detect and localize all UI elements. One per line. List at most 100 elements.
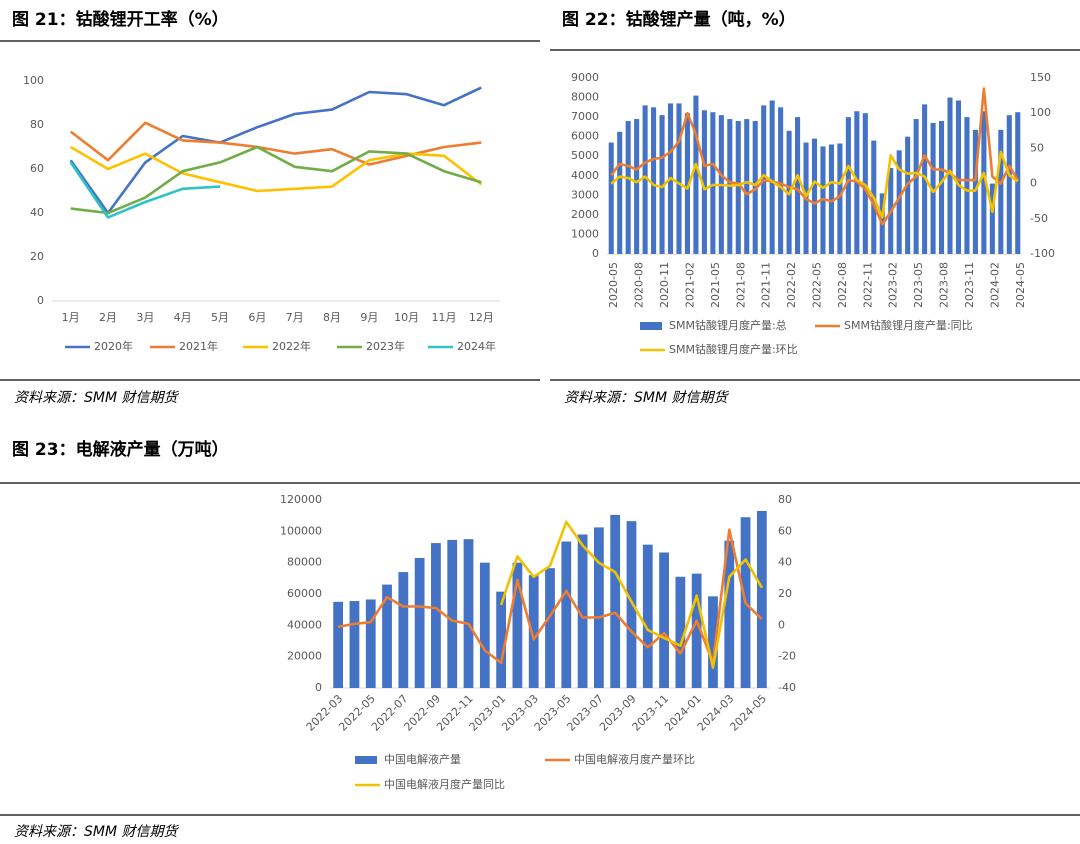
bar [659, 115, 665, 255]
bar [828, 144, 834, 254]
bar [845, 117, 851, 254]
bar [617, 131, 623, 254]
y-tick-label: 100000 [280, 524, 322, 537]
source: 资料来源：SMM 财信期货 [14, 824, 179, 840]
x-tick-label: 2022-11 [861, 262, 874, 308]
y2-tick-label: 0 [1030, 177, 1037, 190]
legend-label: 2020年 [94, 339, 133, 353]
bar [756, 510, 767, 688]
x-tick-label: 2024-05 [727, 692, 769, 734]
x-tick-label: 2023-11 [963, 262, 976, 308]
bar [913, 119, 919, 254]
y-tick-label: 60 [30, 162, 44, 175]
y-tick-label: 3000 [571, 188, 599, 201]
x-tick-label: 2021-05 [709, 262, 722, 308]
bar [1006, 115, 1012, 255]
bar [744, 119, 750, 254]
x-tick-label: 1月 [62, 311, 80, 324]
bar [398, 572, 409, 688]
y-tick-label: 60000 [287, 587, 322, 600]
bar [528, 575, 539, 688]
x-tick-label: 3月 [136, 311, 154, 324]
bar [610, 514, 621, 688]
x-tick-label: 7月 [286, 311, 304, 324]
x-tick-label: 12月 [469, 311, 494, 324]
bar [479, 562, 490, 688]
bar [811, 138, 818, 254]
bar [545, 568, 555, 688]
line [610, 150, 1019, 219]
x-tick-label: 11月 [432, 311, 457, 324]
y-tick-label: 8000 [571, 91, 599, 104]
bar [642, 105, 648, 254]
bar [642, 544, 653, 688]
bar [365, 599, 376, 688]
bar [693, 95, 699, 254]
y-tick-label: 20000 [287, 650, 322, 663]
bar [349, 601, 360, 688]
bar [939, 121, 945, 255]
bar [382, 584, 392, 688]
y-tick-label: 1000 [571, 227, 599, 240]
y2-tick-label: 100 [1030, 106, 1051, 119]
source: 资料来源：SMM 财信期货 [14, 390, 179, 406]
bar [561, 541, 572, 688]
y2-tick-label: 150 [1030, 71, 1051, 84]
x-tick-label: 2024-02 [988, 262, 1001, 308]
y-tick-label: 80 [30, 118, 44, 131]
x-tick-label: 2020-11 [658, 262, 671, 308]
y2-tick-label: -100 [1030, 247, 1055, 260]
bar [651, 107, 657, 254]
y2-tick-label: -50 [1030, 212, 1048, 225]
bar [795, 117, 801, 254]
y-tick-label: 7000 [571, 110, 599, 123]
bar [626, 521, 637, 688]
legend-swatch [355, 756, 377, 764]
bar [496, 591, 506, 688]
y-tick-label: 0 [315, 681, 322, 694]
legend-label: 2024年 [457, 339, 496, 353]
x-tick-label: 2月 [99, 311, 117, 324]
y2-tick-label: 40 [778, 556, 792, 569]
bar [447, 539, 458, 688]
y2-tick-label: 60 [778, 524, 792, 537]
x-tick-label: 2020-08 [633, 262, 646, 308]
bar [998, 129, 1004, 254]
y-tick-label: 40000 [287, 618, 322, 631]
bar [625, 121, 631, 255]
legend-label: 2022年 [272, 339, 311, 353]
x-tick-label: 2020-05 [607, 262, 620, 308]
chart-title: 图 21：钴酸锂开工率（%） [12, 9, 229, 30]
line [70, 145, 482, 215]
x-tick-label: 2021-11 [760, 262, 773, 308]
bar [659, 552, 669, 688]
legend-label: 2021年 [179, 339, 218, 353]
bar [634, 119, 640, 254]
bar [431, 543, 441, 688]
y2-tick-label: 20 [778, 587, 792, 600]
bar [414, 557, 425, 688]
y-tick-label: 100 [23, 74, 44, 87]
line [69, 86, 482, 215]
legend-swatch [640, 322, 662, 330]
legend-label: SMM钴酸锂月度产量:环比 [669, 342, 798, 356]
y-tick-label: 5000 [571, 149, 599, 162]
bar [684, 113, 690, 254]
x-tick-label: 2021-08 [734, 262, 747, 308]
y-tick-label: 20 [30, 250, 44, 263]
x-tick-label: 2022-08 [836, 262, 849, 308]
legend-label: 中国电解液产量 [384, 752, 461, 766]
x-tick-label: 2023-08 [938, 262, 951, 308]
x-tick-label: 2022-05 [811, 262, 824, 308]
source: 资料来源：SMM 财信期货 [564, 390, 729, 406]
legend-label: 中国电解液月度产量环比 [574, 752, 695, 766]
x-tick-label: 10月 [394, 311, 419, 324]
x-tick-label: 6月 [248, 311, 266, 324]
y2-tick-label: -20 [778, 650, 796, 663]
bar [769, 100, 775, 254]
bar [905, 136, 911, 254]
y-tick-label: 2000 [571, 208, 599, 221]
bar [1015, 112, 1021, 254]
legend-label: 2023年 [366, 339, 405, 353]
